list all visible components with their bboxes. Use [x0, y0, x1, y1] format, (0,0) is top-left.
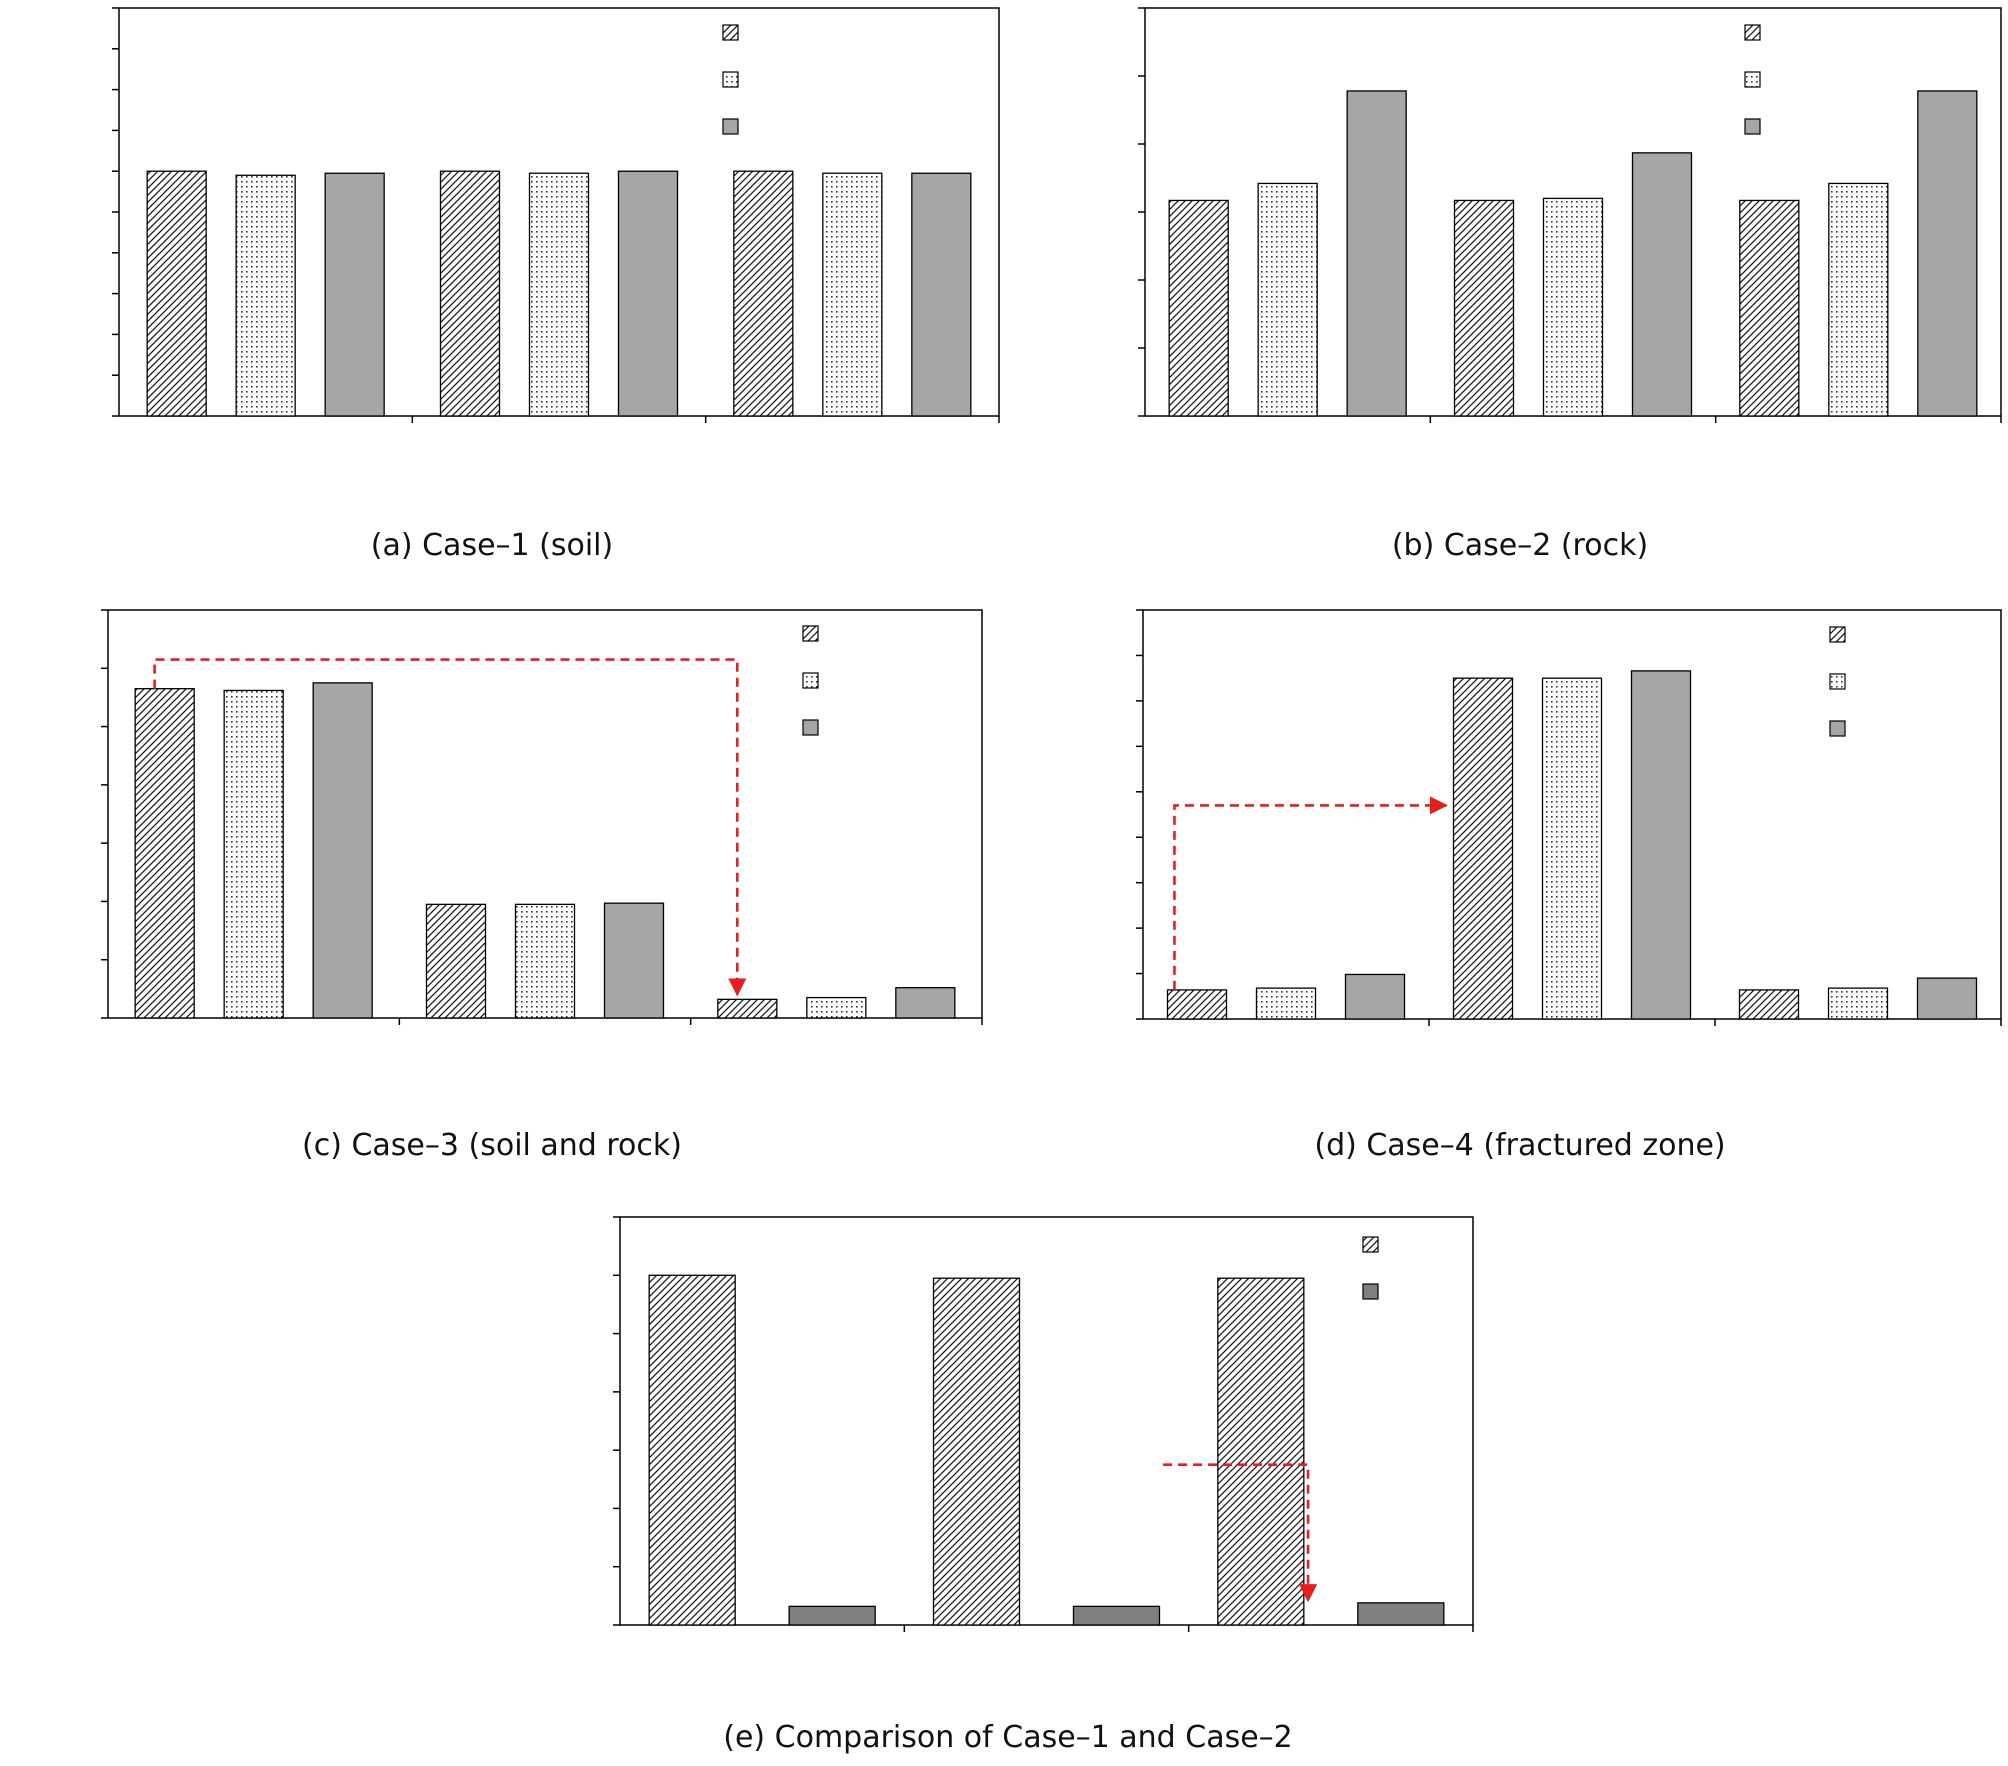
bar-artificial-2	[617, 170, 679, 417]
bar-artificial-1	[324, 172, 385, 417]
bar-ofuato-2	[514, 903, 576, 1019]
chart-case-1	[112, 7, 1000, 423]
chart-case-2	[1138, 7, 2002, 423]
bar-case-1-hachinohe	[648, 1274, 736, 1626]
legend-swatch-ofuato	[1744, 71, 1761, 88]
caption-d: (d) Case–4 (fractured zone)	[1314, 1128, 1726, 1163]
chart-case-3	[101, 609, 983, 1025]
legend-swatch-ofuato	[802, 672, 819, 689]
bar-ofuato-2	[1542, 197, 1604, 417]
bar-hachinohe-1	[146, 170, 207, 417]
bar-ofuato-1	[1255, 987, 1317, 1020]
legend-swatch-ofuato	[1829, 673, 1846, 690]
legend-swatch-case-2	[1362, 1283, 1379, 1300]
legend-swatch-hachinohe	[1744, 24, 1761, 41]
caption-b: (b) Case–2 (rock)	[1391, 528, 1649, 563]
bar-artificial-3	[1917, 90, 1978, 417]
bar-case-1-ofuato	[932, 1277, 1021, 1626]
legend-swatch-hachinohe	[802, 625, 819, 642]
decrease-arrow-comparison	[1163, 1463, 1318, 1603]
bar-artificial-2	[603, 902, 665, 1019]
bar-ofuato-1	[1257, 182, 1318, 417]
bar-hachinohe-2	[425, 903, 487, 1019]
bar-case-2-hachinohe	[788, 1605, 876, 1626]
bar-hachinohe-2	[1453, 199, 1515, 417]
bar-ofuato-2	[1541, 677, 1603, 1020]
bar-artificial-2	[1630, 670, 1692, 1020]
bar-artificial-1	[1346, 90, 1407, 417]
bar-hachinohe-3	[717, 998, 778, 1019]
bar-ofuato-1	[223, 689, 284, 1019]
caption-c: (c) Case–3 (soil and rock)	[302, 1128, 682, 1163]
chart-case-4	[1136, 609, 2002, 1026]
plot-frame	[619, 1216, 1474, 1626]
bar-ofuato-3	[1827, 987, 1889, 1020]
legend-swatch-artificial	[1744, 118, 1761, 135]
legend-swatch-hachinohe	[1829, 626, 1846, 643]
bar-artificial-3	[911, 172, 972, 417]
bar-artificial-3	[1916, 977, 1978, 1020]
legend-swatch-artificial	[722, 118, 739, 135]
legend-swatch-hachinohe	[722, 24, 739, 41]
chart-case-comparison	[613, 1216, 1474, 1632]
legend-swatch-artificial	[802, 719, 819, 736]
bar-case-2-artificial	[1357, 1602, 1445, 1626]
legend-swatch-artificial	[1829, 720, 1846, 737]
bar-hachinohe-2	[439, 170, 501, 417]
bar-ofuato-3	[822, 172, 883, 417]
bar-artificial-2	[1631, 152, 1693, 417]
bar-hachinohe-3	[1738, 989, 1800, 1020]
bar-artificial-1	[312, 682, 373, 1019]
bar-ofuato-3	[1828, 182, 1889, 417]
legend-swatch-ofuato	[722, 71, 739, 88]
bar-ofuato-3	[806, 996, 867, 1019]
legend-swatch-case-1	[1362, 1236, 1379, 1253]
bar-ofuato-2	[528, 172, 590, 417]
caption-a: (a) Case–1 (soil)	[370, 528, 614, 563]
bar-case-2-ofuato	[1072, 1605, 1161, 1626]
bar-hachinohe-1	[134, 688, 195, 1019]
decrease-arrow-case-3	[153, 658, 747, 997]
bar-hachinohe-3	[1739, 199, 1800, 417]
bar-hachinohe-3	[733, 170, 794, 417]
increase-arrow-case-4	[1173, 796, 1448, 990]
bar-ofuato-1	[235, 174, 296, 417]
bar-hachinohe-1	[1168, 199, 1229, 417]
bar-hachinohe-1	[1166, 989, 1228, 1020]
bar-hachinohe-2	[1452, 677, 1514, 1020]
caption-e: (e) Comparison of Case–1 and Case–2	[723, 1720, 1293, 1755]
bar-artificial-3	[895, 987, 956, 1019]
bar-case-1-artificial	[1217, 1277, 1305, 1626]
bar-artificial-1	[1344, 973, 1406, 1020]
